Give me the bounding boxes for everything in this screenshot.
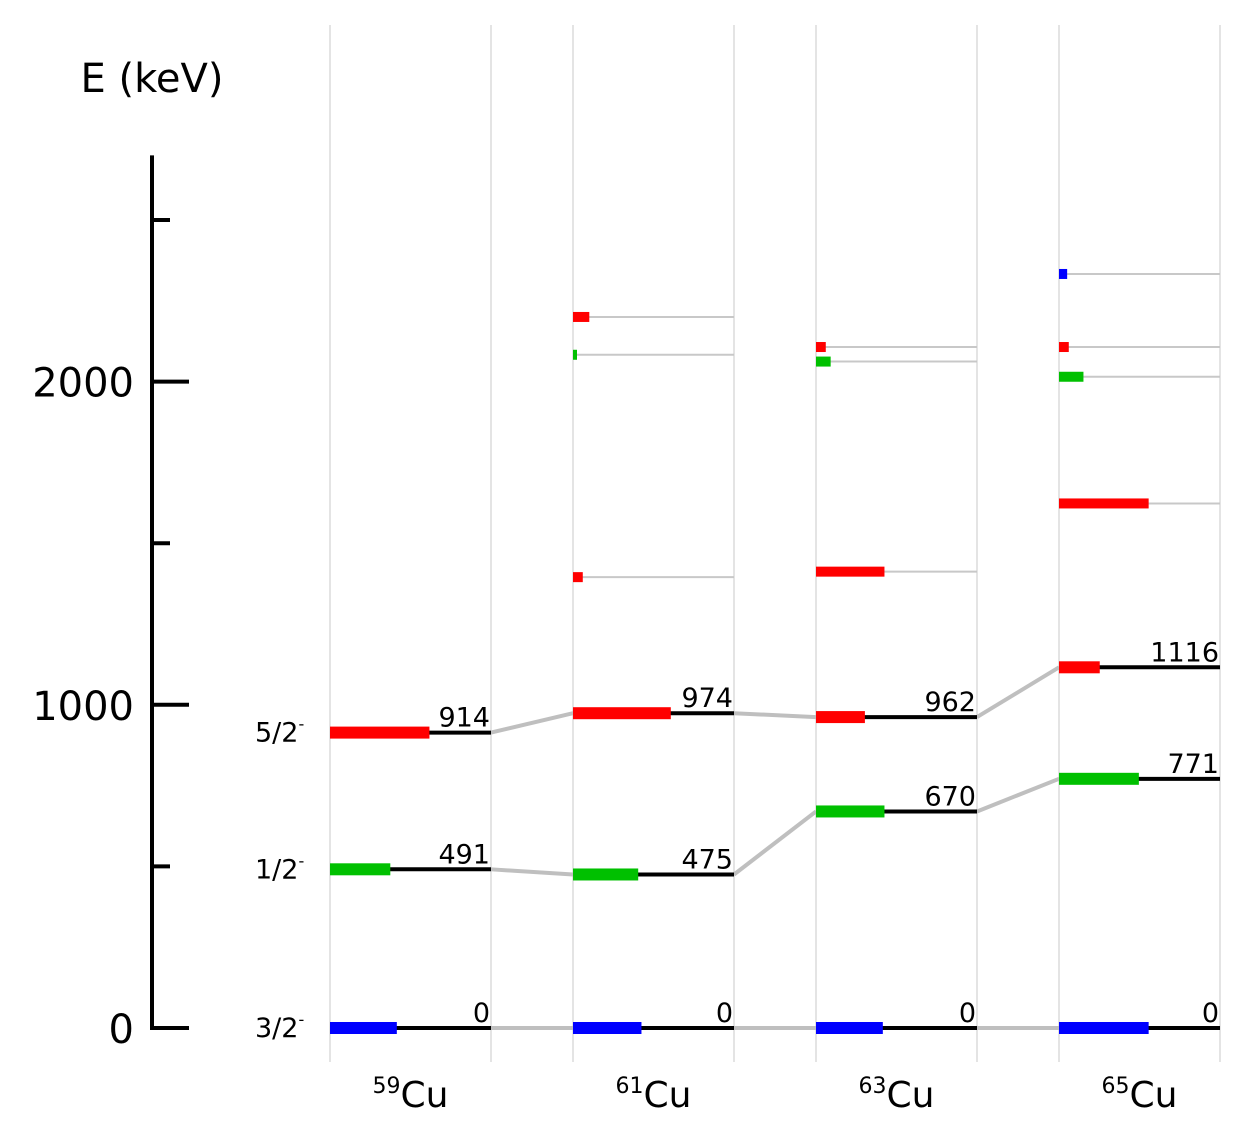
nucleus-label: 63Cu: [859, 1074, 935, 1116]
strength-bar: [573, 1022, 642, 1034]
strength-bar: [1059, 371, 1084, 382]
y-axis: E (keV) 0 1000 2000: [32, 56, 223, 1053]
level-energy-label: 0: [1202, 998, 1219, 1029]
level-energy-label: 475: [681, 844, 733, 875]
level-connector: [732, 809, 818, 877]
level-energy-label: 771: [1167, 749, 1219, 780]
spin-label: 5/2-: [255, 715, 304, 749]
strength-bar: [573, 349, 577, 360]
level-connector: [976, 776, 1060, 814]
level-energy-label: 1116: [1150, 637, 1219, 668]
strength-bar: [573, 572, 583, 583]
spin-label: 1/2-: [255, 851, 304, 885]
level-connector: [733, 711, 817, 720]
strength-bar: [573, 868, 639, 881]
level-connector: [490, 867, 574, 877]
level-energy-label: 0: [716, 998, 733, 1029]
level-layer: [330, 268, 1220, 1034]
y-tick-label: 1000: [32, 684, 134, 730]
nucleus-label: 65Cu: [1102, 1074, 1178, 1116]
level-energy-label: 0: [959, 998, 976, 1029]
strength-bar: [1059, 661, 1100, 674]
strength-bar: [816, 1022, 883, 1034]
strength-bar: [1059, 1022, 1149, 1034]
strength-bar: [816, 805, 885, 818]
strength-bar: [573, 311, 590, 322]
level-energy-label: 962: [924, 687, 976, 718]
y-axis-label: E (keV): [81, 56, 224, 102]
strength-bar: [1059, 268, 1068, 279]
strength-bar: [816, 566, 885, 577]
strength-bar: [330, 726, 430, 739]
level-energy-label: 670: [924, 781, 976, 812]
connector-layer: [490, 665, 1061, 1030]
label-layer: 3/2- 1/2- 5/2- 0 491 914 59Cu 0 475 974 61Cu 0 670 96…: [255, 637, 1219, 1116]
strength-bar: [330, 1022, 397, 1034]
level-energy-label: 491: [438, 839, 490, 870]
level-energy-label: 914: [438, 703, 490, 734]
strength-bar: [1059, 498, 1149, 509]
level-energy-label: 0: [473, 998, 490, 1029]
strength-bar: [816, 711, 865, 724]
strength-bar: [573, 707, 671, 720]
grid-layer: [329, 25, 1221, 1062]
spin-label: 3/2-: [255, 1010, 304, 1044]
strength-bar: [816, 356, 831, 367]
strength-bar: [816, 342, 826, 353]
strength-bar: [1059, 772, 1139, 785]
level-connector: [490, 711, 574, 735]
nucleus-label: 59Cu: [373, 1074, 449, 1116]
strength-bar: [1059, 342, 1069, 353]
y-tick-label: 2000: [32, 361, 134, 407]
y-tick-label: 0: [109, 1007, 134, 1053]
strength-bar: [330, 863, 391, 876]
level-connector: [975, 665, 1061, 719]
nucleus-label: 61Cu: [616, 1074, 692, 1116]
level-energy-label: 974: [681, 683, 733, 714]
